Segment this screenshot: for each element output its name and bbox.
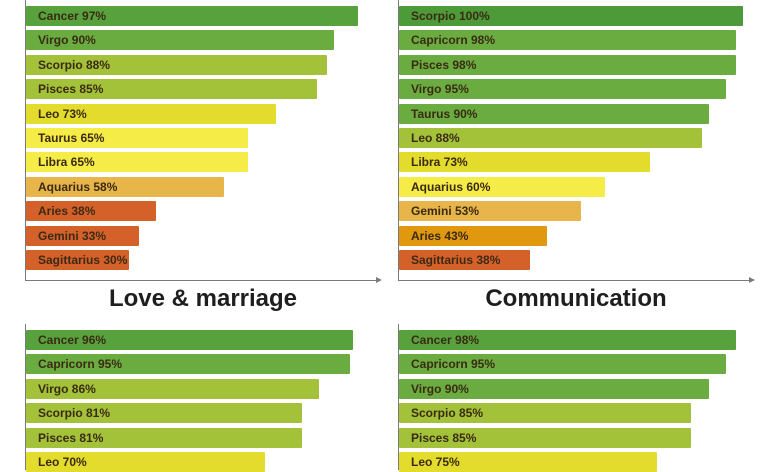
x-axis-line [25,280,377,281]
bar-capricorn: Capricorn 95% [399,354,726,375]
bar-virgo: Virgo 90% [26,30,334,51]
bar-capricorn: Capricorn 95% [26,354,350,375]
bar-taurus: Taurus 65% [26,128,249,148]
y-axis-line [25,324,26,470]
bar-virgo: Virgo 86% [26,378,320,399]
bar-pisces: Pisces 81% [26,427,303,448]
bar-cancer: Cancer 97% [26,6,358,26]
bar-scorpio: Scorpio 88% [26,54,327,75]
bar-gemini: Gemini 33% [26,225,139,246]
y-axis-line [398,0,399,281]
bar-aries: Aries 38% [26,201,156,222]
bar-sagittarius: Sagittarius 38% [399,250,530,270]
bar-capricorn: Capricorn 98% [399,30,737,51]
x-axis-arrow [749,277,755,283]
bar-leo: Leo 70% [26,452,265,472]
bar-leo: Leo 75% [399,452,657,472]
y-axis-line [398,324,399,470]
bar-taurus: Taurus 90% [399,103,709,124]
y-axis-line [25,0,26,281]
bar-scorpio: Scorpio 85% [399,403,692,424]
bar-virgo: Virgo 95% [399,79,726,100]
bar-pisces: Pisces 85% [26,79,317,100]
bar-leo: Leo 73% [26,103,276,124]
bar-leo: Leo 88% [399,128,702,148]
bar-pisces: Pisces 98% [399,54,737,75]
bar-gemini: Gemini 53% [399,201,582,222]
bar-aquarius: Aquarius 58% [26,176,225,197]
bar-pisces: Pisces 85% [399,427,692,448]
x-axis-line [398,280,750,281]
chart-title-communication: Communication [485,285,667,312]
bar-aries: Aries 43% [399,225,547,246]
bar-scorpio: Scorpio 81% [26,403,303,424]
bar-sagittarius: Sagittarius 30% [26,250,129,270]
bar-scorpio: Scorpio 100% [399,6,743,26]
bar-virgo: Virgo 90% [399,378,709,399]
bar-cancer: Cancer 98% [399,330,737,350]
bar-cancer: Cancer 96% [26,330,354,350]
bar-libra: Libra 73% [399,152,651,173]
x-axis-arrow [376,277,382,283]
chart-title-love-marriage: Love & marriage [108,285,298,312]
bar-aquarius: Aquarius 60% [399,176,606,197]
bar-libra: Libra 65% [26,152,249,173]
